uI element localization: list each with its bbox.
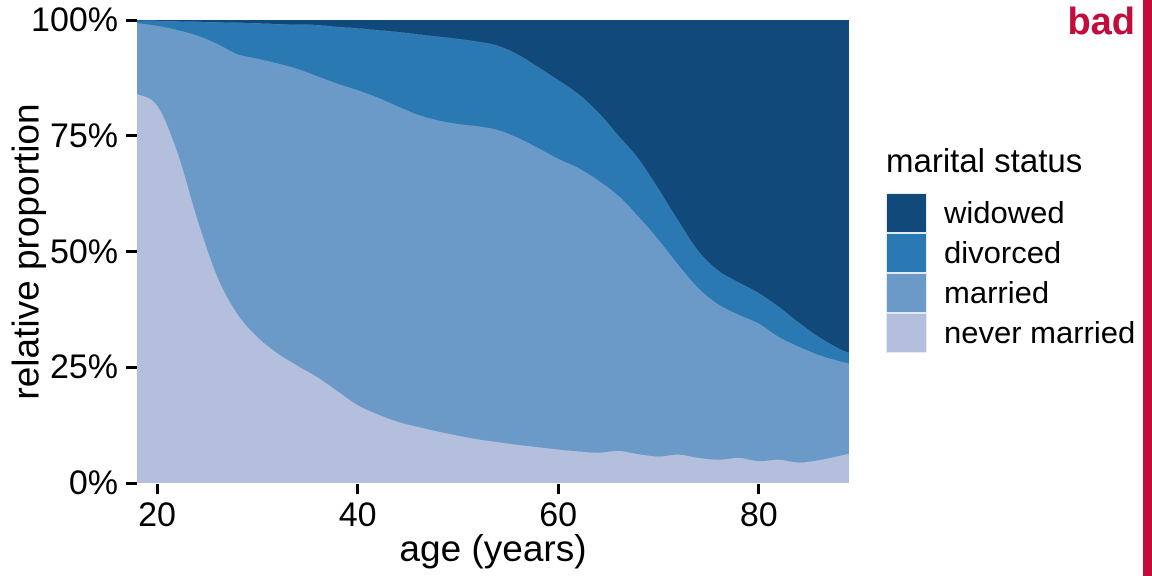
bad-label: bad xyxy=(1067,1,1135,43)
y-tick-label-75: 75% xyxy=(49,116,118,155)
y-tick-mark-0 xyxy=(126,481,137,485)
x-tick-mark-40 xyxy=(356,484,360,494)
legend-title: marital status xyxy=(886,142,1083,179)
x-tick-mark-80 xyxy=(757,484,761,494)
legend-label-married: married xyxy=(944,275,1050,310)
x-tick-mark-20 xyxy=(155,484,159,494)
x-axis-title: age (years) xyxy=(399,528,587,569)
legend-label-never-married: never married xyxy=(944,315,1136,350)
y-tick-mark-50 xyxy=(126,250,137,253)
area-widowed xyxy=(137,20,849,353)
x-tick-mark-60 xyxy=(556,484,560,494)
x-tick-label-60: 60 xyxy=(539,496,578,534)
legend-items: widowed divorced married never married xyxy=(886,193,1135,353)
y-tick-mark-25 xyxy=(126,365,137,369)
accent-bar xyxy=(1143,0,1152,576)
y-tick-mark-100 xyxy=(126,18,137,22)
plot-area xyxy=(137,20,849,483)
y-tick-label-50: 50% xyxy=(49,232,118,271)
y-tick-label-0: 0% xyxy=(68,464,118,502)
legend-swatch-never-married xyxy=(886,313,927,353)
y-tick-label-100: 100% xyxy=(31,1,118,39)
legend-swatch-widowed xyxy=(886,193,927,233)
legend-item-never-married: never married xyxy=(886,313,1135,353)
stacked-area-chart xyxy=(137,20,849,483)
y-tick-label-25: 25% xyxy=(49,348,118,387)
legend: marital status widowed divorced married nev… xyxy=(886,142,1135,353)
area-divorced xyxy=(137,20,849,364)
legend-label-divorced: divorced xyxy=(944,235,1062,270)
area-never-married xyxy=(137,94,849,483)
legend-item-married: married xyxy=(886,273,1135,313)
legend-swatch-divorced xyxy=(886,233,927,273)
legend-item-widowed: widowed xyxy=(886,193,1135,233)
x-tick-label-40: 40 xyxy=(338,496,377,534)
y-tick-mark-75 xyxy=(126,134,137,138)
legend-item-divorced: divorced xyxy=(886,233,1135,273)
legend-label-widowed: widowed xyxy=(944,195,1065,230)
x-tick-label-20: 20 xyxy=(138,496,176,534)
area-married xyxy=(137,23,849,463)
legend-swatch-married xyxy=(886,273,927,313)
x-tick-label-80: 80 xyxy=(739,496,778,534)
